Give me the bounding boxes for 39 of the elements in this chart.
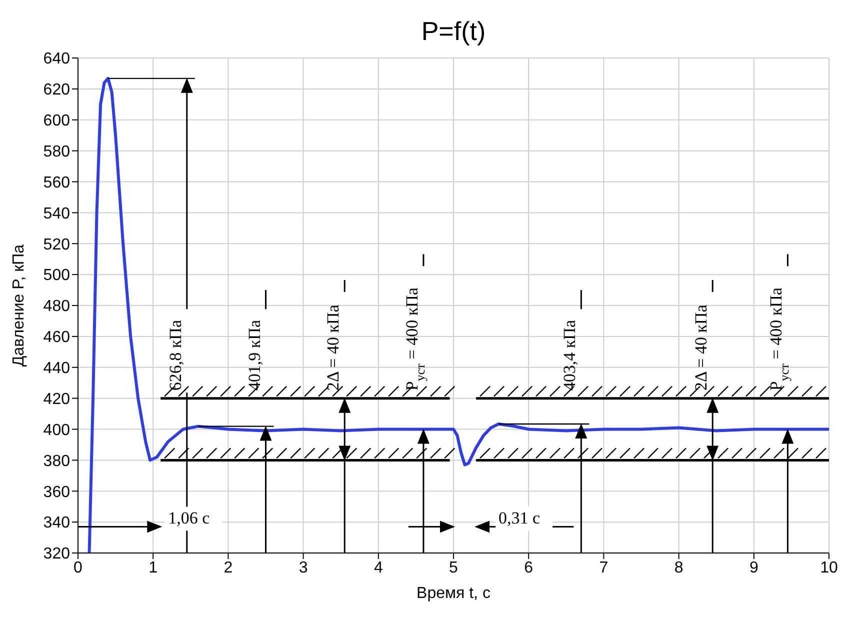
x-tick-label: 2 — [224, 559, 233, 576]
x-tick-label: 4 — [374, 559, 383, 576]
y-tick-label: 400 — [43, 422, 70, 439]
annotation: 403,4 кПа — [560, 320, 580, 391]
annotation: 626,8 кПа — [166, 320, 185, 391]
x-tick-label: 10 — [820, 559, 838, 576]
annotation: 2Δ = 40 кПа — [692, 304, 711, 391]
x-tick-label: 9 — [749, 559, 758, 576]
y-tick-label: 580 — [43, 143, 70, 160]
annotation: 2Δ = 40 кПа — [324, 304, 343, 391]
y-tick-label: 540 — [43, 205, 70, 222]
x-tick-label: 7 — [599, 559, 608, 576]
y-tick-label: 320 — [43, 546, 70, 563]
y-tick-label: 480 — [43, 298, 70, 316]
y-tick-label: 620 — [43, 82, 70, 99]
y-tick-label: 520 — [43, 236, 70, 254]
x-tick-label: 6 — [524, 559, 534, 576]
x-tick-label: 3 — [298, 559, 308, 576]
x-tick-label: 0 — [74, 559, 83, 576]
y-tick-label: 440 — [43, 360, 70, 378]
annotation: 0,31 с — [498, 508, 541, 528]
x-tick-label: 1 — [148, 559, 158, 576]
y-axis-title: Давление P, кПа — [10, 244, 28, 367]
y-tick-label: 380 — [43, 452, 70, 470]
y-tick-label: 600 — [43, 112, 70, 130]
chart-title: P=f(t) — [420, 16, 487, 47]
y-tick-label: 360 — [43, 484, 70, 501]
y-tick-label: 340 — [43, 514, 70, 532]
line-series — [88, 76, 829, 553]
annotation: 401,9 кПа — [244, 320, 264, 391]
y-tick-label: 640 — [43, 50, 70, 68]
y-tick-label: 560 — [43, 174, 70, 192]
x-tick-label: 5 — [449, 559, 458, 576]
annotation: 1,06 с — [168, 508, 210, 528]
y-tick-label: 500 — [43, 267, 70, 284]
x-axis-title: Время t, с — [416, 585, 490, 602]
y-tick-label: 420 — [43, 390, 70, 408]
y-tick-label: 460 — [43, 329, 70, 346]
x-tick-label: 8 — [674, 559, 684, 576]
